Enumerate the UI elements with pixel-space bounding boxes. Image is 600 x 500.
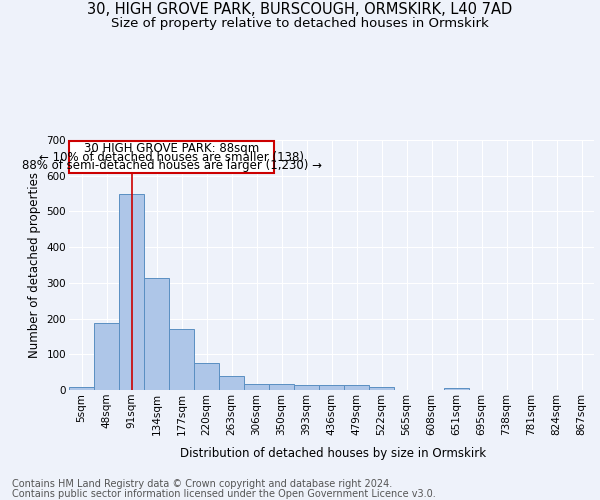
Bar — [69, 142, 274, 173]
Text: 30 HIGH GROVE PARK: 88sqm: 30 HIGH GROVE PARK: 88sqm — [84, 142, 259, 155]
Bar — [69, 387, 94, 390]
Text: 88% of semi-detached houses are larger (1,230) →: 88% of semi-detached houses are larger (… — [22, 160, 322, 172]
Bar — [194, 362, 219, 390]
Bar — [244, 384, 269, 390]
Text: Contains public sector information licensed under the Open Government Licence v3: Contains public sector information licen… — [12, 489, 436, 499]
Bar — [444, 388, 469, 390]
Bar — [169, 330, 194, 390]
Bar — [319, 386, 344, 390]
Bar — [119, 194, 144, 390]
Bar — [94, 323, 119, 390]
Bar — [144, 278, 169, 390]
Bar — [219, 376, 244, 390]
Bar — [269, 384, 294, 390]
Bar — [369, 387, 394, 390]
Text: Contains HM Land Registry data © Crown copyright and database right 2024.: Contains HM Land Registry data © Crown c… — [12, 479, 392, 489]
Text: ← 10% of detached houses are smaller (138): ← 10% of detached houses are smaller (13… — [39, 150, 304, 164]
Text: 30, HIGH GROVE PARK, BURSCOUGH, ORMSKIRK, L40 7AD: 30, HIGH GROVE PARK, BURSCOUGH, ORMSKIRK… — [88, 2, 512, 18]
Text: Size of property relative to detached houses in Ormskirk: Size of property relative to detached ho… — [111, 18, 489, 30]
Bar — [294, 386, 319, 390]
Bar — [344, 386, 369, 390]
Y-axis label: Number of detached properties: Number of detached properties — [28, 172, 41, 358]
Text: Distribution of detached houses by size in Ormskirk: Distribution of detached houses by size … — [180, 448, 486, 460]
